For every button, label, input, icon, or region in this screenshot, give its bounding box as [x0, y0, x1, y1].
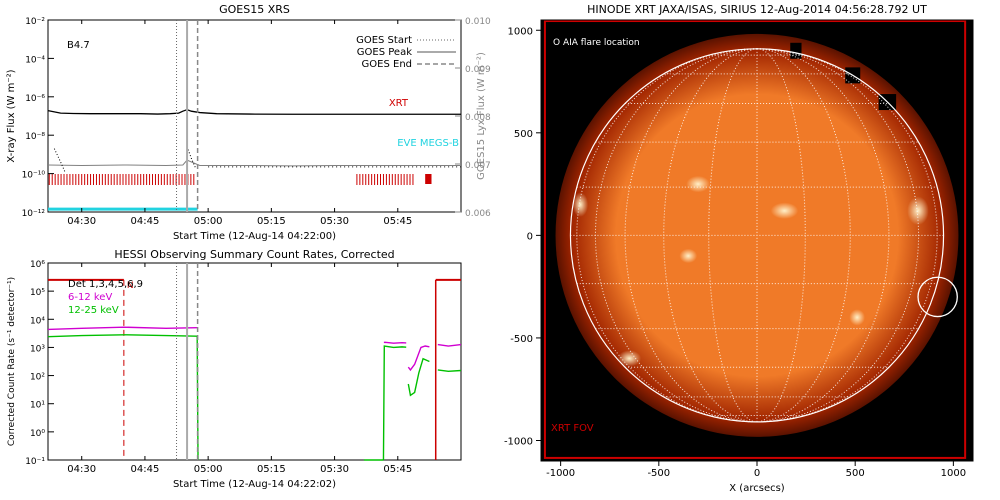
hessi-ytick-label: 10⁵: [30, 288, 45, 298]
goes-legend-label: GOES Peak: [357, 47, 412, 58]
hessi-legend-header: Det 1,3,4,5,6,9: [68, 279, 143, 290]
hessi-series-1-segment: [47, 334, 198, 338]
goes-legend-label: GOES End: [362, 59, 412, 70]
goes-class-label: B4.7: [67, 40, 90, 51]
hessi-xtick-label: 04:45: [131, 464, 160, 475]
goes-xlabel: Start Time (12-Aug-14 04:22:00): [173, 231, 336, 242]
goes-yright-label: 0.009: [465, 65, 491, 75]
xrt-fov-box: [543, 20, 967, 459]
xrt-xtick-label: 500: [846, 468, 865, 479]
sun-bright-region: [617, 350, 642, 367]
goes-ylabel-right: GOES15 Lyx Flux (W m⁻²): [476, 52, 487, 180]
xrt-ytick-label: 0: [527, 231, 533, 242]
hessi-series-1-segment: [407, 357, 430, 397]
goes-yright-label: 0.010: [465, 17, 491, 27]
hessi-legend-6-12: 6-12 keV: [68, 292, 112, 303]
goes-ytick-label: 10⁻¹²: [22, 209, 46, 219]
hessi-ytick-label: 10⁶: [30, 260, 45, 270]
sun-grid-longitude: [756, 48, 920, 423]
hessi-series-0-segment: [383, 341, 407, 344]
hessi-xtick-label: 05:00: [194, 464, 223, 475]
sun-dark-patch: [790, 42, 802, 59]
xrt-ytick-label: -1000: [504, 436, 533, 447]
goes-ylabel: X-ray Flux (W m⁻²): [6, 69, 17, 162]
sun-grid-longitude: [576, 48, 758, 423]
goes-xtick-label: 05:15: [257, 216, 286, 227]
xrt-xtick-label: 0: [754, 468, 760, 479]
hessi-ytick-label: 10⁻¹: [25, 457, 45, 467]
xrt-ytick-label: 1000: [508, 26, 533, 37]
sun-bright-region: [770, 202, 799, 219]
sun-bright-region: [679, 248, 698, 264]
hessi-legend-12-25: 12-25 keV: [68, 305, 119, 316]
hessi-xtick-label: 05:30: [320, 464, 349, 475]
goes-xtick-label: 05:45: [383, 216, 412, 227]
xrt-image: [541, 20, 973, 461]
goes-xtick-label: 04:45: [131, 216, 160, 227]
sun-grid: [570, 48, 944, 423]
hessi-xtick-label: 04:30: [67, 464, 96, 475]
hessi-series-0-segment: [437, 343, 462, 347]
xrt-ytick-label: 500: [514, 129, 533, 140]
sun-grid-longitude: [624, 48, 758, 423]
xrt-xtick-label: -1000: [546, 468, 575, 479]
sun-grid-longitude: [756, 48, 851, 423]
goes-ytick-label: 10⁻²: [25, 17, 45, 27]
sun-grid-longitude: [756, 48, 890, 423]
goes-legend-label: GOES Start: [356, 35, 412, 46]
goes-ytick-label: 10⁻⁴: [25, 55, 45, 65]
hessi-series-0-segment: [47, 326, 198, 331]
goes-ytick-label: 10⁻¹⁰: [22, 171, 46, 181]
hessi-series-1-segment: [437, 369, 462, 373]
goes-xrt-curve: [47, 108, 461, 115]
sun-bright-region: [572, 192, 589, 217]
hessi-series-0-segment: [407, 345, 430, 372]
hessi-series-1-segment: [382, 345, 407, 461]
hessi-ytick-label: 10³: [30, 344, 45, 354]
hessi-ytick-label: 10⁰: [30, 429, 45, 439]
sun-bright-region: [907, 196, 929, 226]
hessi-xtick-label: 05:15: [257, 464, 286, 475]
sun-grid-longitude: [663, 48, 758, 423]
goes-yright-label: 0.007: [465, 161, 491, 171]
hessi-frame: [47, 262, 462, 461]
xrt-ytick-label: -500: [510, 334, 533, 345]
xrt-xlabel: X (arcsecs): [729, 483, 785, 494]
goes-xtick-label: 05:30: [320, 216, 349, 227]
sun-bright-region: [849, 309, 865, 326]
xrt-fov-label: XRT FOV: [551, 423, 594, 434]
goes-dotted-start: [53, 148, 66, 172]
goes-yright-label: 0.008: [465, 113, 491, 123]
goes-saa-block: [425, 174, 432, 184]
hessi-xtick-label: 05:45: [383, 464, 412, 475]
goes-xtick-label: 04:30: [67, 216, 96, 227]
hessi-title: HESSI Observing Summary Count Rates, Cor…: [114, 248, 394, 261]
sun-grid-longitude: [756, 48, 938, 423]
goes-ytick-label: 10⁻⁸: [25, 132, 45, 142]
goes-title: GOES15 XRS: [219, 3, 290, 16]
goes-eve-label: EVE MEGS-B: [397, 138, 459, 149]
goes-xrt-label: XRT: [389, 98, 409, 109]
hessi-ytick-label: 10²: [30, 373, 45, 383]
goes-xtick-label: 05:00: [194, 216, 223, 227]
goes-dotted-peak: [186, 146, 196, 169]
hessi-ytick-label: 10¹: [30, 401, 45, 411]
hessi-ylabel: Corrected Count Rate (s⁻¹ detector⁻¹): [7, 277, 17, 446]
goes-ytick-label: 10⁻⁶: [25, 94, 45, 104]
xrt-xtick-label: -500: [647, 468, 670, 479]
sun-limb: [569, 48, 945, 423]
xrt-xtick-label: 1000: [941, 468, 966, 479]
xrt-aia-label: O AIA flare location: [553, 38, 640, 48]
flare-location-circle: [917, 276, 958, 318]
goes-lya-curve: [47, 159, 461, 167]
hessi-night-marker: N: [127, 281, 134, 291]
hessi-ytick-label: 10⁴: [30, 316, 45, 326]
hessi-xlabel: Start Time (12-Aug-14 04:22:02): [173, 479, 336, 490]
xrt-title: HINODE XRT JAXA/ISAS, SIRIUS 12-Aug-2014…: [587, 3, 927, 16]
sun-bright-region: [686, 175, 710, 193]
goes-yright-label: 0.006: [465, 209, 491, 219]
sun-grid-longitude: [594, 48, 758, 423]
